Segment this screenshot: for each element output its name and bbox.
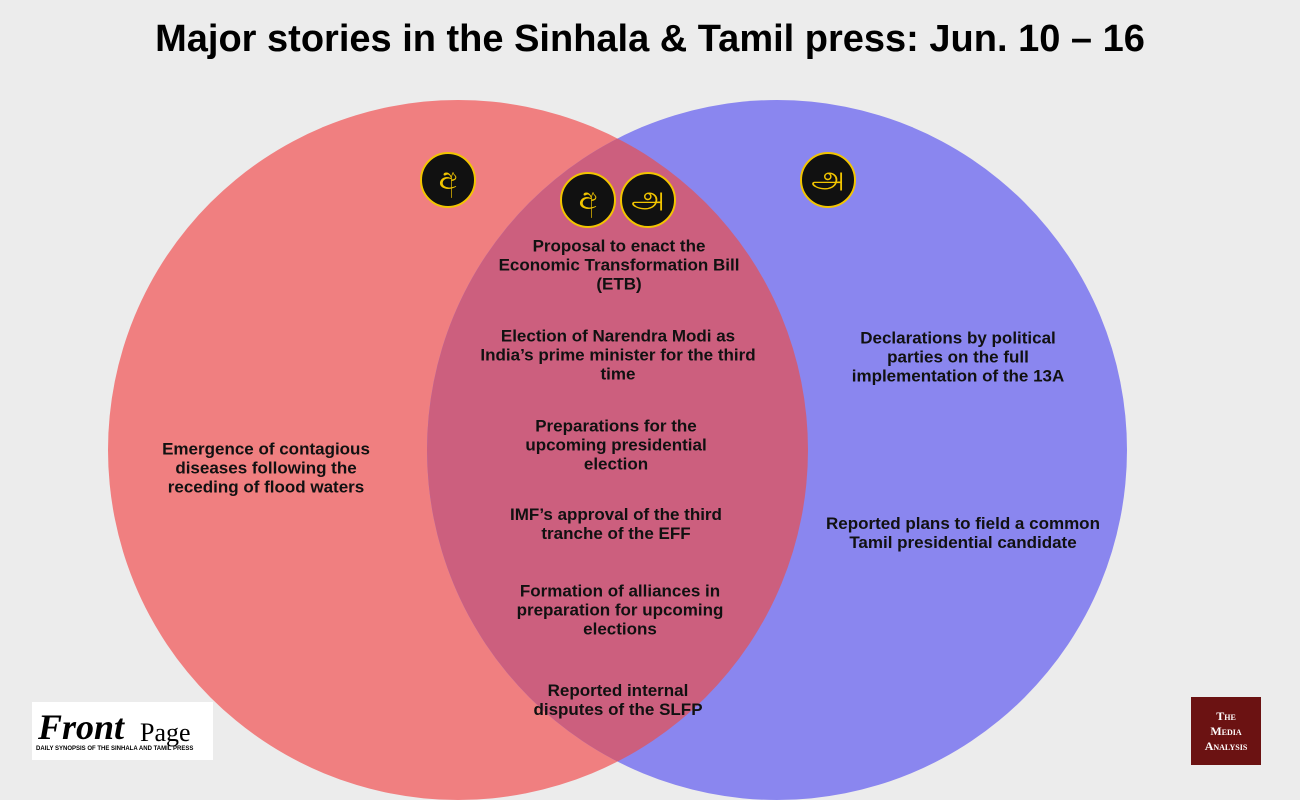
title: Major stories in the Sinhala & Tamil pre… — [155, 18, 1145, 60]
logo-text: Page — [140, 718, 191, 747]
frontpage-logo: Front Page DAILY SYNOPSIS OF THE SINHALA… — [32, 702, 213, 760]
media-analysis-logo: The Media Analysis — [1191, 697, 1261, 765]
both-icon: அ — [620, 172, 676, 228]
logo-text: Analysis — [1204, 738, 1248, 753]
overlap — [427, 100, 808, 800]
shared-story: Election of Narendra Modi as India’s pri… — [480, 326, 756, 384]
shared-story: Reported internal disputes of the SLFP — [533, 681, 703, 719]
logo-text: Front — [38, 707, 125, 747]
both-icon: අ — [560, 172, 616, 228]
tamil-story: Reported plans to field a common Tamil p… — [826, 514, 1100, 552]
shared-story: IMF’s approval of the third tranche of t… — [510, 505, 722, 543]
tamil-story: Declarations by political parties on the… — [851, 328, 1065, 386]
logo-text: The — [1216, 708, 1236, 723]
sinhala-icon: අ — [420, 152, 476, 208]
logo-text: Media — [1210, 723, 1242, 738]
shared-story: Formation of alliances in preparation fo… — [516, 581, 724, 639]
shared-story: Preparations for the upcoming presidenti… — [525, 416, 707, 474]
shared-story: Proposal to enact the Economic Transform… — [498, 236, 740, 294]
sinhala-story: Emergence of contagious diseases followi… — [162, 439, 370, 497]
tamil-icon: அ — [800, 152, 856, 208]
logo-tagline: DAILY SYNOPSIS OF THE SINHALA AND TAMIL … — [36, 746, 194, 752]
